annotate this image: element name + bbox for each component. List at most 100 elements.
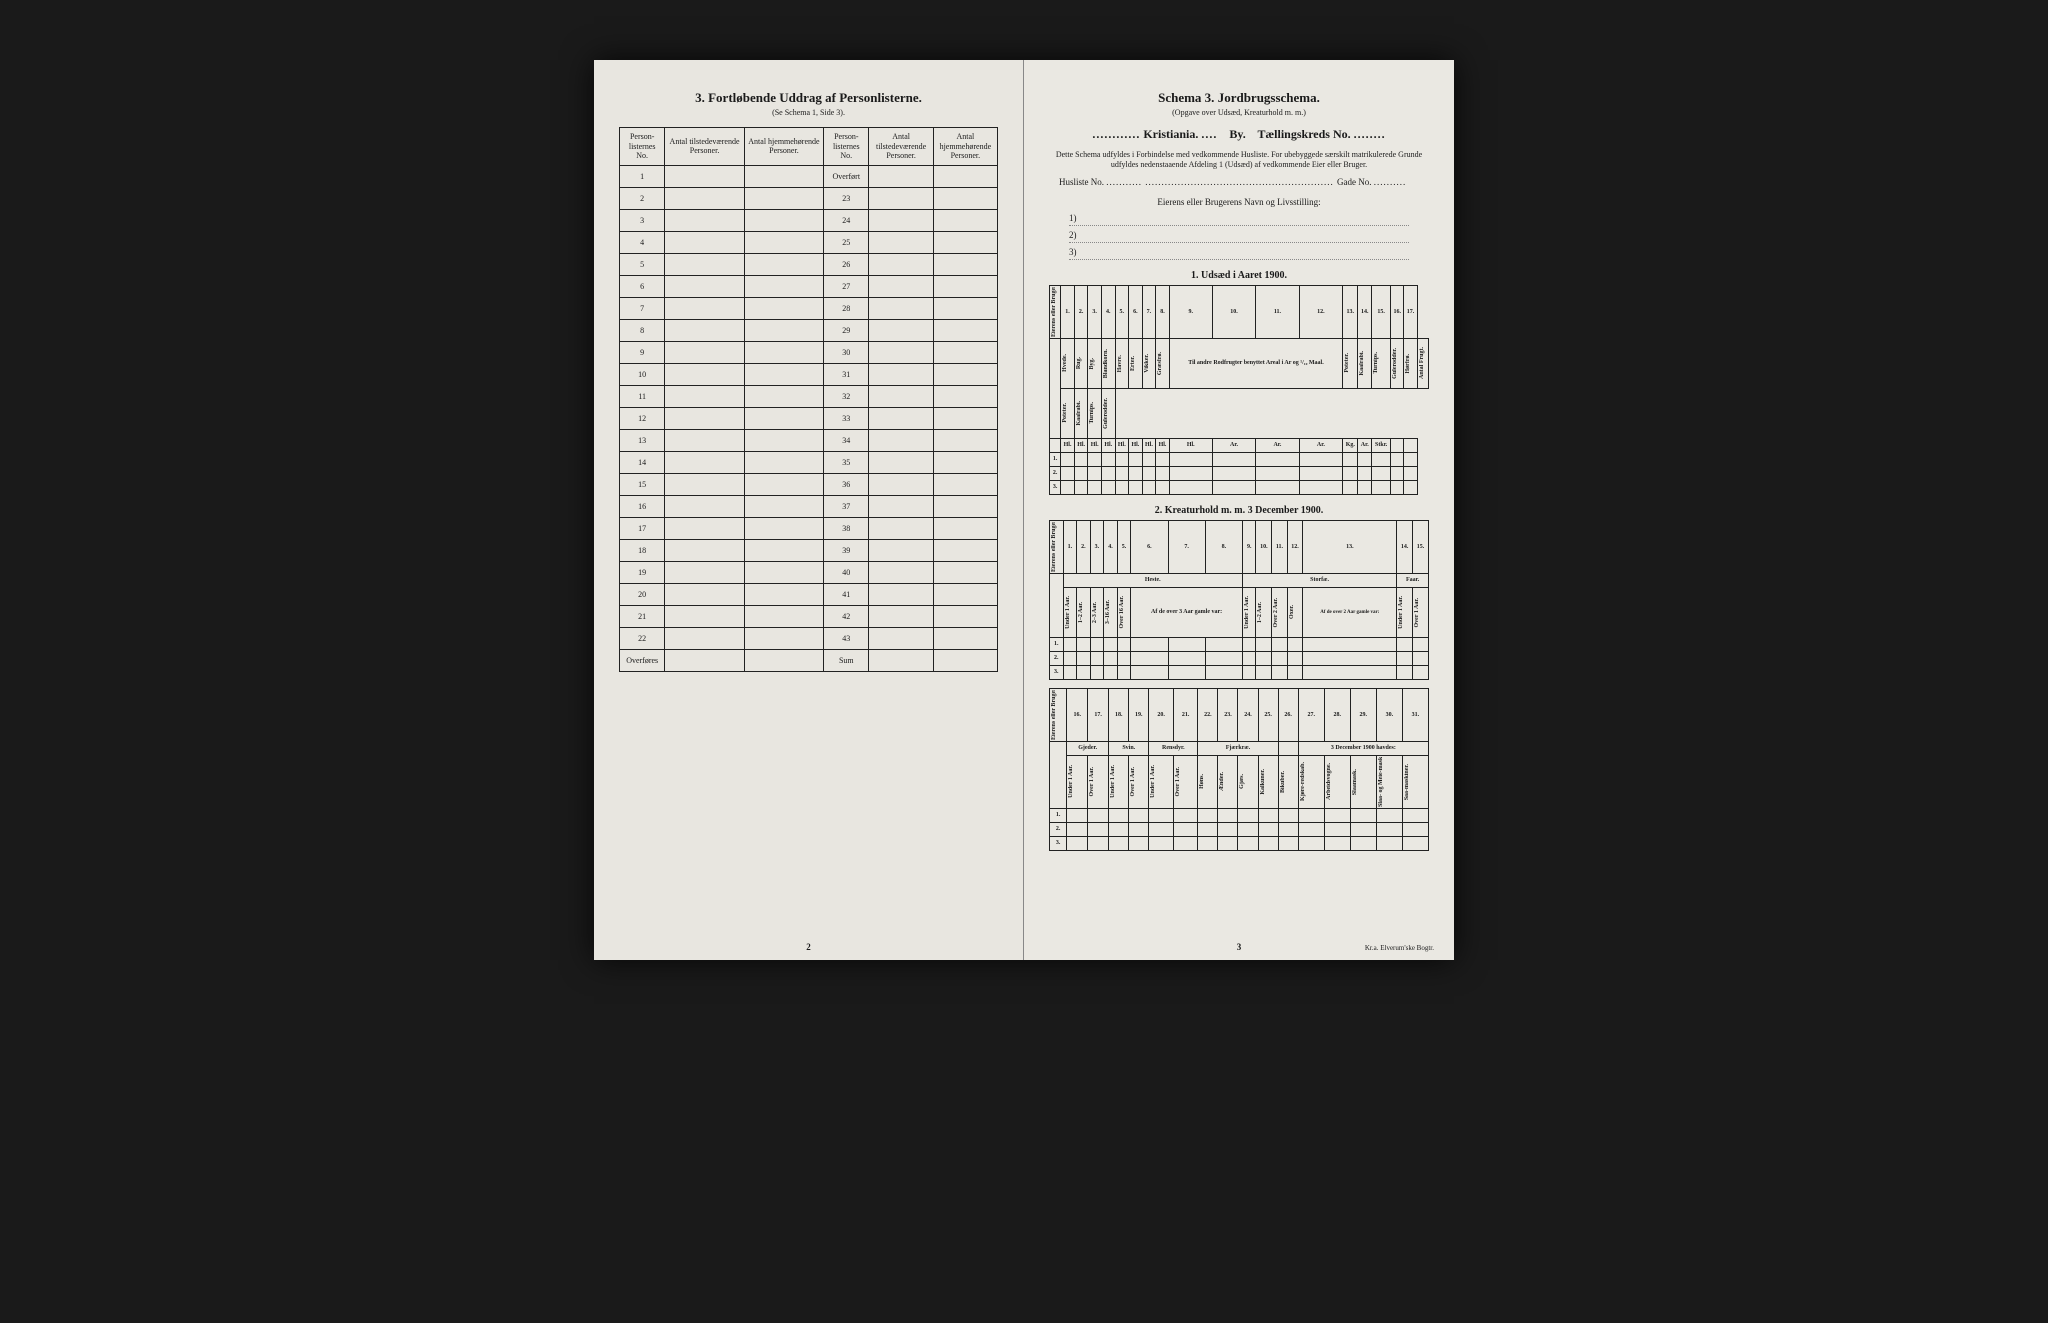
row-num-l: 7	[620, 297, 665, 319]
cell: 3.	[1050, 480, 1061, 494]
cell	[1088, 836, 1109, 850]
cell	[1074, 452, 1088, 466]
sub-header: Af de over 3 Aar gamle var:	[1131, 587, 1243, 637]
cell	[1101, 452, 1115, 466]
cell: 1.	[1050, 808, 1067, 822]
cell: Hl.	[1061, 438, 1075, 452]
cell	[665, 297, 744, 319]
cell	[1343, 452, 1358, 466]
cell	[1115, 466, 1129, 480]
cell	[1077, 665, 1091, 679]
col-header: Havre.	[1115, 338, 1129, 388]
cell	[665, 407, 744, 429]
cell	[665, 561, 744, 583]
cell: 12.	[1287, 520, 1303, 573]
cell	[1090, 637, 1104, 651]
cell	[933, 385, 997, 407]
cell	[1212, 452, 1255, 466]
cell	[744, 187, 823, 209]
table-row: 1637	[620, 495, 998, 517]
cell	[1088, 480, 1102, 494]
person-list-table: Person-listernes No. Antal tilstedeværen…	[619, 127, 998, 672]
cell	[933, 253, 997, 275]
cell: 30.	[1376, 688, 1402, 741]
cell	[1287, 651, 1303, 665]
group-heste: Heste.	[1063, 573, 1242, 587]
col-header: 2–3 Aar.	[1090, 587, 1104, 637]
cell	[744, 253, 823, 275]
cell	[665, 319, 744, 341]
row-num-r: 42	[824, 605, 869, 627]
cell: 3.	[1090, 520, 1104, 573]
cell	[1299, 480, 1343, 494]
row-num-r: 27	[824, 275, 869, 297]
cell: 27.	[1298, 688, 1324, 741]
cell	[1109, 836, 1129, 850]
row-num-l: 16	[620, 495, 665, 517]
cell	[1343, 466, 1358, 480]
cell	[1343, 480, 1358, 494]
row-num-r: 41	[824, 583, 869, 605]
city-dots-r: ....	[1201, 127, 1217, 141]
printer-mark: Kr.a. Elverum'ske Bogtr.	[1365, 944, 1434, 952]
col-header: Eierens eller Brugerens Numer.	[1050, 688, 1067, 741]
table-row: 1940	[620, 561, 998, 583]
cell	[1218, 836, 1238, 850]
table-row: 2041	[620, 583, 998, 605]
sub-header: Af de over 2 Aar gamle var:	[1303, 587, 1397, 637]
cell	[1278, 822, 1298, 836]
cell	[1198, 808, 1218, 822]
cell: Hl.	[1169, 438, 1212, 452]
cell	[1372, 452, 1391, 466]
cell	[933, 209, 997, 231]
cell: Hl.	[1142, 438, 1156, 452]
cell: 21.	[1173, 688, 1198, 741]
cell	[869, 627, 933, 649]
owner-line-2: 2)	[1069, 230, 1409, 243]
cell	[869, 385, 933, 407]
cell: 17.	[1404, 285, 1417, 338]
right-title: Schema 3. Jordbrugsschema.	[1049, 90, 1429, 106]
cell: 1.	[1050, 637, 1064, 651]
cell	[933, 561, 997, 583]
left-page: 3. Fortløbende Uddrag af Personlisterne.…	[594, 60, 1024, 960]
cell	[1077, 651, 1091, 665]
kreds-dots: ........	[1354, 127, 1386, 141]
cell	[1242, 665, 1256, 679]
row-num-l: 12	[620, 407, 665, 429]
cell	[1404, 480, 1417, 494]
cell	[1324, 822, 1350, 836]
cell	[1256, 651, 1272, 665]
cell	[744, 429, 823, 451]
col-header: Gulerodder.	[1391, 338, 1404, 388]
cell	[933, 319, 997, 341]
husliste-line: Husliste No. ........... ...............…	[1049, 177, 1429, 187]
cell	[869, 297, 933, 319]
cell	[1298, 836, 1324, 850]
cell: Ar.	[1299, 438, 1343, 452]
cell	[665, 495, 744, 517]
cell	[1090, 651, 1104, 665]
cell	[1376, 836, 1402, 850]
table-row: 1233	[620, 407, 998, 429]
cell	[665, 517, 744, 539]
cell	[1391, 438, 1404, 452]
cell	[1372, 480, 1391, 494]
cell: 20.	[1149, 688, 1174, 741]
row-num-r: 34	[824, 429, 869, 451]
col-header: Eierens eller Brugerens Numer.	[1050, 285, 1061, 338]
row-num-l: 9	[620, 341, 665, 363]
row-num-l: 17	[620, 517, 665, 539]
cell	[665, 275, 744, 297]
cell	[1238, 836, 1258, 850]
cell	[1129, 452, 1143, 466]
cell	[1256, 452, 1299, 466]
cell: 4.	[1101, 285, 1115, 338]
group-svin: Svin.	[1109, 741, 1149, 755]
cell: 3.	[1088, 285, 1102, 338]
col-header: Poteter.	[1061, 388, 1075, 438]
cell	[1117, 651, 1131, 665]
cell	[1299, 466, 1343, 480]
row-num-l: 8	[620, 319, 665, 341]
cell	[1238, 808, 1258, 822]
